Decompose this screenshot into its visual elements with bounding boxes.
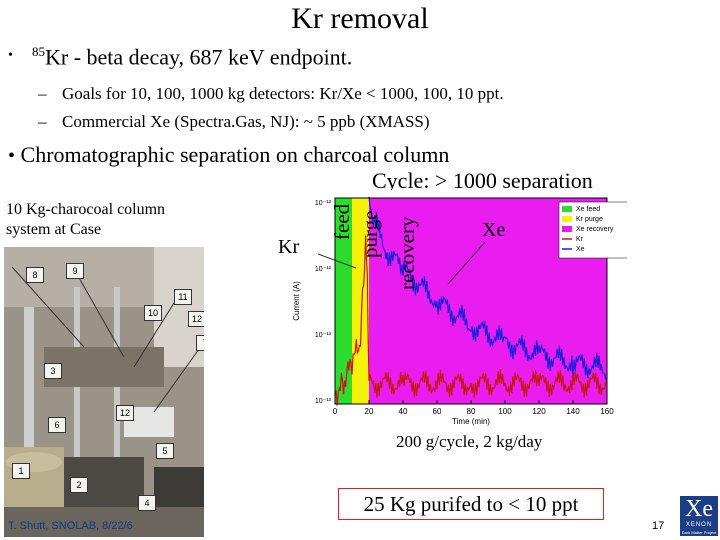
chart-caption: 200 g/cycle, 2 kg/day <box>396 432 543 451</box>
x-tick-label: 0 <box>333 407 338 416</box>
legend-label: Xe recovery <box>576 226 614 233</box>
photo-tag: 7 <box>196 335 204 351</box>
xe-arrow <box>447 241 486 285</box>
x-tick-label: 160 <box>600 407 614 416</box>
x-tick-label: 120 <box>532 407 546 416</box>
bullet-text: Chromatographic separation on charcoal c… <box>20 142 450 167</box>
legend-swatch <box>562 226 572 232</box>
trace-xe <box>368 196 607 381</box>
photo-tag: 10 <box>144 305 162 321</box>
y-axis-label: Current (A) <box>292 281 301 321</box>
xenon-logo: Xe XENON Dark Matter Project <box>680 496 718 536</box>
logo-xe: Xe <box>685 496 713 522</box>
x-axis-label: Time (min) <box>452 417 490 426</box>
photo-tag: 4 <box>138 495 156 511</box>
x-tick-label: 100 <box>498 407 512 416</box>
page-number: 17 <box>652 520 665 532</box>
bullet-dot: • <box>8 48 13 63</box>
apparatus-photo: 8 9 11 10 12 7 3 12 6 5 1 2 4 <box>4 247 204 537</box>
subbullet-dash: – <box>38 112 47 131</box>
y-tick-label: 10⁻¹² <box>315 266 332 273</box>
trace-kr <box>334 235 607 406</box>
y-tick-label: 10⁻¹³ <box>315 398 332 405</box>
photo-tag: 5 <box>156 443 174 459</box>
annotation-arrows <box>317 241 486 285</box>
x-tick-label: 80 <box>467 407 476 416</box>
photo-tag: 1 <box>12 463 30 479</box>
band-xe-feed <box>335 198 352 404</box>
highlight-box: 25 Kg purifed to < 10 ppt <box>338 488 604 520</box>
xe-annotation: Xe <box>482 219 506 241</box>
y-tick-label: 10⁻¹² <box>315 200 332 207</box>
subbullet-dash: – <box>38 84 47 103</box>
subbullet-text: Commercial Xe (Spectra.Gas, NJ): ~ 5 ppb… <box>62 112 430 131</box>
photo-tag: 12 <box>116 405 134 421</box>
y-tick-label: 10⁻¹³ <box>315 332 332 339</box>
photo-tag: 8 <box>26 267 44 283</box>
photo-note-line: 10 Kg-charocoal column <box>6 201 166 218</box>
photo-tag: 3 <box>44 363 62 379</box>
isotope-superscript: 85 <box>32 44 45 59</box>
slide-title: Kr removal <box>291 2 429 35</box>
photo-tag: 2 <box>70 477 88 493</box>
legend-label: Xe feed <box>576 206 600 213</box>
legend-label: Kr purge <box>576 216 603 223</box>
photo-tag: 6 <box>48 417 66 433</box>
x-tick-label: 140 <box>566 407 580 416</box>
footer-author: T. Shutt, SNOLAB, 8/22/6 <box>8 520 133 532</box>
apparatus-illustration <box>4 247 204 537</box>
chromatography-chart: 0 20 40 60 80 100 120 140 160 Time (min) 10⁻¹² 10⁻¹… <box>287 190 630 430</box>
subbullet-commercial: – Commercial Xe (Spectra.Gas, NJ): ~ 5 pp… <box>38 112 430 132</box>
legend-label: Xe <box>576 246 585 253</box>
legend-swatch <box>562 206 572 212</box>
bullet-chromatographic: • Chromatographic separation on charcoal… <box>8 142 449 168</box>
photo-note: 10 Kg-charocoal column system at Case <box>6 200 226 240</box>
logo-xenon: XENON <box>685 522 713 528</box>
photo-note-line: system at Case <box>6 221 102 238</box>
photo-tag: 9 <box>66 263 84 279</box>
subbullet-text: Goals for 10, 100, 1000 kg detectors: Kr… <box>62 84 504 103</box>
x-tick-label: 60 <box>433 407 442 416</box>
logo-subtitle: Dark Matter Project <box>681 530 717 535</box>
x-tick-label: 40 <box>399 407 408 416</box>
kr-arrow <box>317 253 357 269</box>
x-tick-label: 20 <box>365 407 374 416</box>
kr-annotation: Kr <box>278 236 300 258</box>
legend-swatch <box>562 216 572 222</box>
photo-tag: 11 <box>174 289 192 305</box>
chart-svg: 0 20 40 60 80 100 120 140 160 Time (min) 10⁻¹² 10⁻¹… <box>287 190 630 430</box>
cycle-text: Cycle: > 1000 separation <box>372 168 593 193</box>
feed-annotation: feed <box>330 203 354 240</box>
legend-label: Kr <box>576 236 584 243</box>
subbullet-goals: – Goals for 10, 100, 1000 kg detectors: K… <box>38 84 504 104</box>
bullet-text: Kr - beta decay, 687 keV endpoint. <box>45 44 353 70</box>
photo-tag: 12 <box>188 311 204 327</box>
bullet-dot: • <box>8 145 16 167</box>
